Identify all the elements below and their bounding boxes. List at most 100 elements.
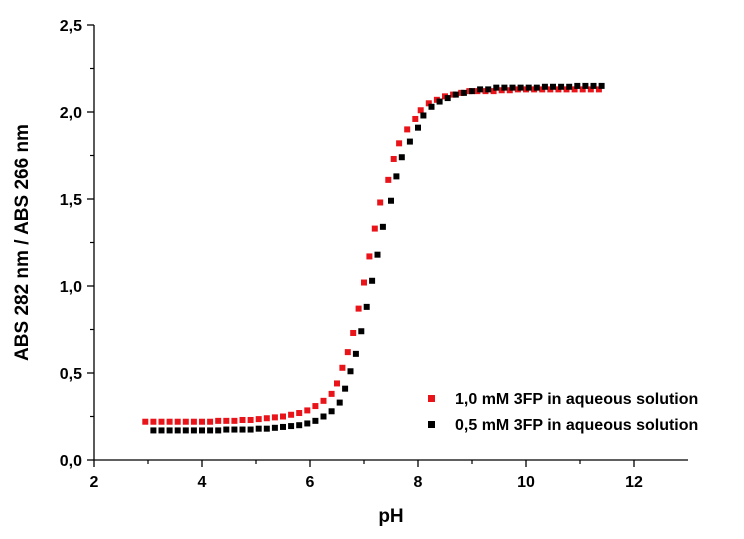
- legend-marker: [428, 395, 435, 402]
- legend: 1,0 mM 3FP in aqueous solution 0,5 mM 3FP…: [428, 391, 698, 434]
- data-point: [377, 199, 384, 206]
- data-point: [579, 86, 586, 93]
- data-point: [420, 112, 427, 119]
- data-point: [358, 328, 365, 335]
- data-point: [493, 84, 500, 91]
- data-point: [263, 415, 270, 422]
- y-tick-label: 1,0: [60, 279, 82, 296]
- data-point: [533, 84, 540, 91]
- data-point: [361, 279, 367, 286]
- y-axis-ticks: 0,0 0,5 1,0 1,5 2,0 2,5: [60, 18, 94, 470]
- data-point: [390, 155, 397, 162]
- data-point: [574, 82, 581, 89]
- data-point: [436, 98, 443, 105]
- data-point: [444, 95, 451, 102]
- data-point: [328, 408, 335, 415]
- data-point: [379, 223, 386, 230]
- data-point: [312, 417, 319, 424]
- data-point: [158, 427, 165, 434]
- data-point: [174, 418, 181, 425]
- data-point: [412, 115, 419, 122]
- data-point: [158, 418, 165, 425]
- data-point: [385, 176, 392, 183]
- data-point: [166, 427, 173, 434]
- legend-label: 0,5 mM 3FP in aqueous solution: [455, 417, 698, 434]
- data-point: [374, 251, 381, 258]
- data-point: [231, 417, 238, 424]
- data-point: [590, 82, 597, 89]
- data-point: [587, 86, 594, 93]
- data-point: [280, 413, 286, 420]
- data-point: [396, 140, 403, 147]
- series-1: [142, 86, 602, 425]
- data-point: [393, 173, 400, 180]
- y-tick-label: 0,0: [60, 453, 82, 470]
- data-point: [223, 417, 230, 424]
- data-point: [174, 427, 181, 434]
- data-point: [247, 416, 254, 423]
- data-point: [501, 84, 508, 91]
- data-point: [347, 368, 354, 375]
- data-point: [342, 385, 349, 392]
- data-point: [541, 83, 548, 90]
- x-tick-label: 6: [306, 474, 315, 491]
- data-point: [490, 88, 497, 95]
- data-point: [339, 364, 346, 371]
- data-point: [255, 425, 262, 432]
- data-point: [247, 426, 254, 433]
- data-point: [509, 84, 516, 91]
- data-point: [239, 426, 246, 433]
- data-point: [271, 414, 278, 421]
- y-tick-label: 2,0: [60, 105, 82, 122]
- data-point: [415, 124, 421, 131]
- data-point: [207, 427, 214, 434]
- data-point: [371, 225, 378, 232]
- data-point: [452, 91, 459, 98]
- data-point: [350, 329, 357, 336]
- legend-marker: [428, 421, 435, 428]
- data-point: [304, 407, 311, 414]
- data-point: [417, 107, 424, 114]
- data-point: [398, 154, 405, 161]
- data-point: [215, 427, 222, 434]
- legend-item: 0,5 mM 3FP in aqueous solution: [428, 417, 698, 434]
- data-point: [150, 418, 157, 425]
- data-point: [255, 416, 262, 423]
- data-point: [571, 86, 578, 93]
- data-point: [344, 349, 351, 356]
- data-point: [369, 277, 376, 284]
- legend-item: 1,0 mM 3FP in aqueous solution: [428, 391, 698, 408]
- data-point: [558, 83, 565, 90]
- data-point: [566, 83, 573, 90]
- data-points: [142, 82, 605, 434]
- x-tick-label: 8: [414, 474, 423, 491]
- data-point: [598, 82, 605, 89]
- x-axis-label: pH: [378, 506, 403, 527]
- data-point: [550, 83, 556, 90]
- y-axis-label: ABS 282 nm / ABS 266 nm: [12, 124, 33, 361]
- data-point: [388, 197, 394, 204]
- data-point: [239, 416, 246, 423]
- y-tick-label: 0,5: [60, 366, 82, 383]
- data-point: [428, 103, 435, 110]
- x-tick-label: 2: [90, 474, 99, 491]
- data-point: [190, 418, 197, 425]
- data-point: [582, 82, 589, 89]
- x-tick-label: 4: [198, 474, 207, 491]
- data-point: [263, 425, 270, 432]
- data-point: [352, 350, 359, 357]
- data-point: [320, 413, 327, 420]
- data-point: [190, 427, 197, 434]
- data-point: [304, 420, 311, 427]
- data-point: [366, 253, 373, 260]
- data-point: [207, 418, 214, 425]
- data-point: [199, 427, 205, 434]
- data-point: [199, 418, 205, 425]
- y-tick-label: 1,5: [60, 192, 82, 209]
- y-tick-label: 2,5: [60, 18, 82, 35]
- data-point: [477, 86, 484, 93]
- data-point: [288, 423, 295, 430]
- x-tick-label: 12: [625, 474, 643, 491]
- data-point: [182, 418, 189, 425]
